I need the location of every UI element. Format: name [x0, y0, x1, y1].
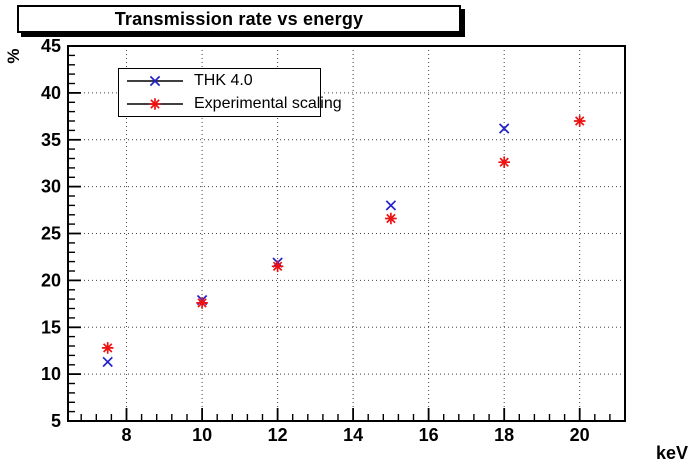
legend-label: Experimental scaling: [194, 95, 342, 112]
legend[interactable]: THK 4.0 Experimental scaling: [118, 68, 342, 117]
legend-label: THK 4.0: [194, 72, 253, 89]
data-point-asterisk: [573, 115, 586, 127]
x-tick-label: 12: [268, 425, 288, 445]
x-tick-label: 16: [419, 425, 439, 445]
x-axis-title: keV: [655, 443, 688, 463]
y-tick-label: 40: [41, 83, 61, 103]
y-axis-title: %: [4, 48, 23, 64]
y-tick-label: 15: [41, 317, 61, 337]
legend-entry: Experimental scaling: [119, 93, 342, 115]
y-tick-labels: 5 10 15 20 25 30 35 40 45: [41, 36, 61, 431]
x-tick-label: 8: [121, 425, 131, 445]
data-point-cross: [102, 356, 113, 368]
title-box[interactable]: Transmission rate vs energy: [17, 5, 461, 33]
data-point-asterisk: [385, 212, 397, 225]
y-tick-label: 10: [41, 364, 61, 384]
data-point-asterisk: [101, 342, 114, 354]
y-tick-label: 35: [41, 130, 61, 150]
x-tick-label: 10: [192, 425, 212, 445]
gridlines: [68, 46, 625, 421]
data-point-asterisk: [196, 297, 208, 309]
y-tick-label: 25: [41, 224, 61, 244]
data-point-cross: [498, 123, 510, 134]
x-tick-label: 14: [343, 425, 363, 445]
legend-sample-line-asterisk: [127, 98, 183, 110]
chart-title: Transmission rate vs energy: [114, 8, 364, 29]
axis-ticks: [68, 45, 611, 422]
y-tick-label: 30: [41, 177, 61, 197]
cross-x-icon: [149, 75, 161, 87]
y-tick-label: 5: [51, 411, 61, 431]
series-experimental-scaling: [101, 115, 586, 354]
data-point-cross: [385, 200, 397, 211]
asterisk-icon: [149, 98, 161, 110]
legend-entry: THK 4.0: [119, 70, 320, 92]
x-tick-labels: 8 10 12 14 16 18 20: [121, 425, 589, 445]
x-tick-label: 18: [494, 425, 514, 445]
x-tick-label: 20: [570, 425, 590, 445]
y-tick-label: 20: [41, 270, 61, 290]
legend-sample-line-cross: [127, 75, 183, 87]
data-point-asterisk: [498, 156, 510, 168]
series-thk-4-0: [102, 123, 510, 368]
y-tick-label: 45: [41, 36, 61, 56]
data-point-asterisk: [271, 260, 284, 273]
